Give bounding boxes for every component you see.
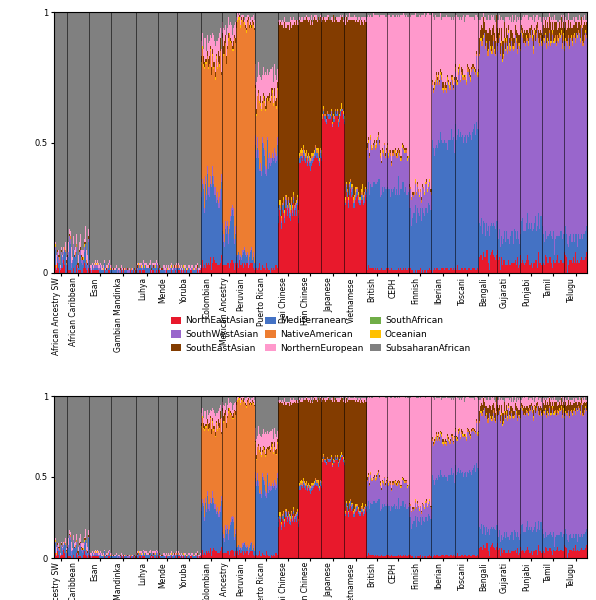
Legend: NorthEastAsian, SouthWestAsian, SouthEastAsian, Mediterranean, NativeAmerican, N: NorthEastAsian, SouthWestAsian, SouthEas… xyxy=(167,313,474,356)
